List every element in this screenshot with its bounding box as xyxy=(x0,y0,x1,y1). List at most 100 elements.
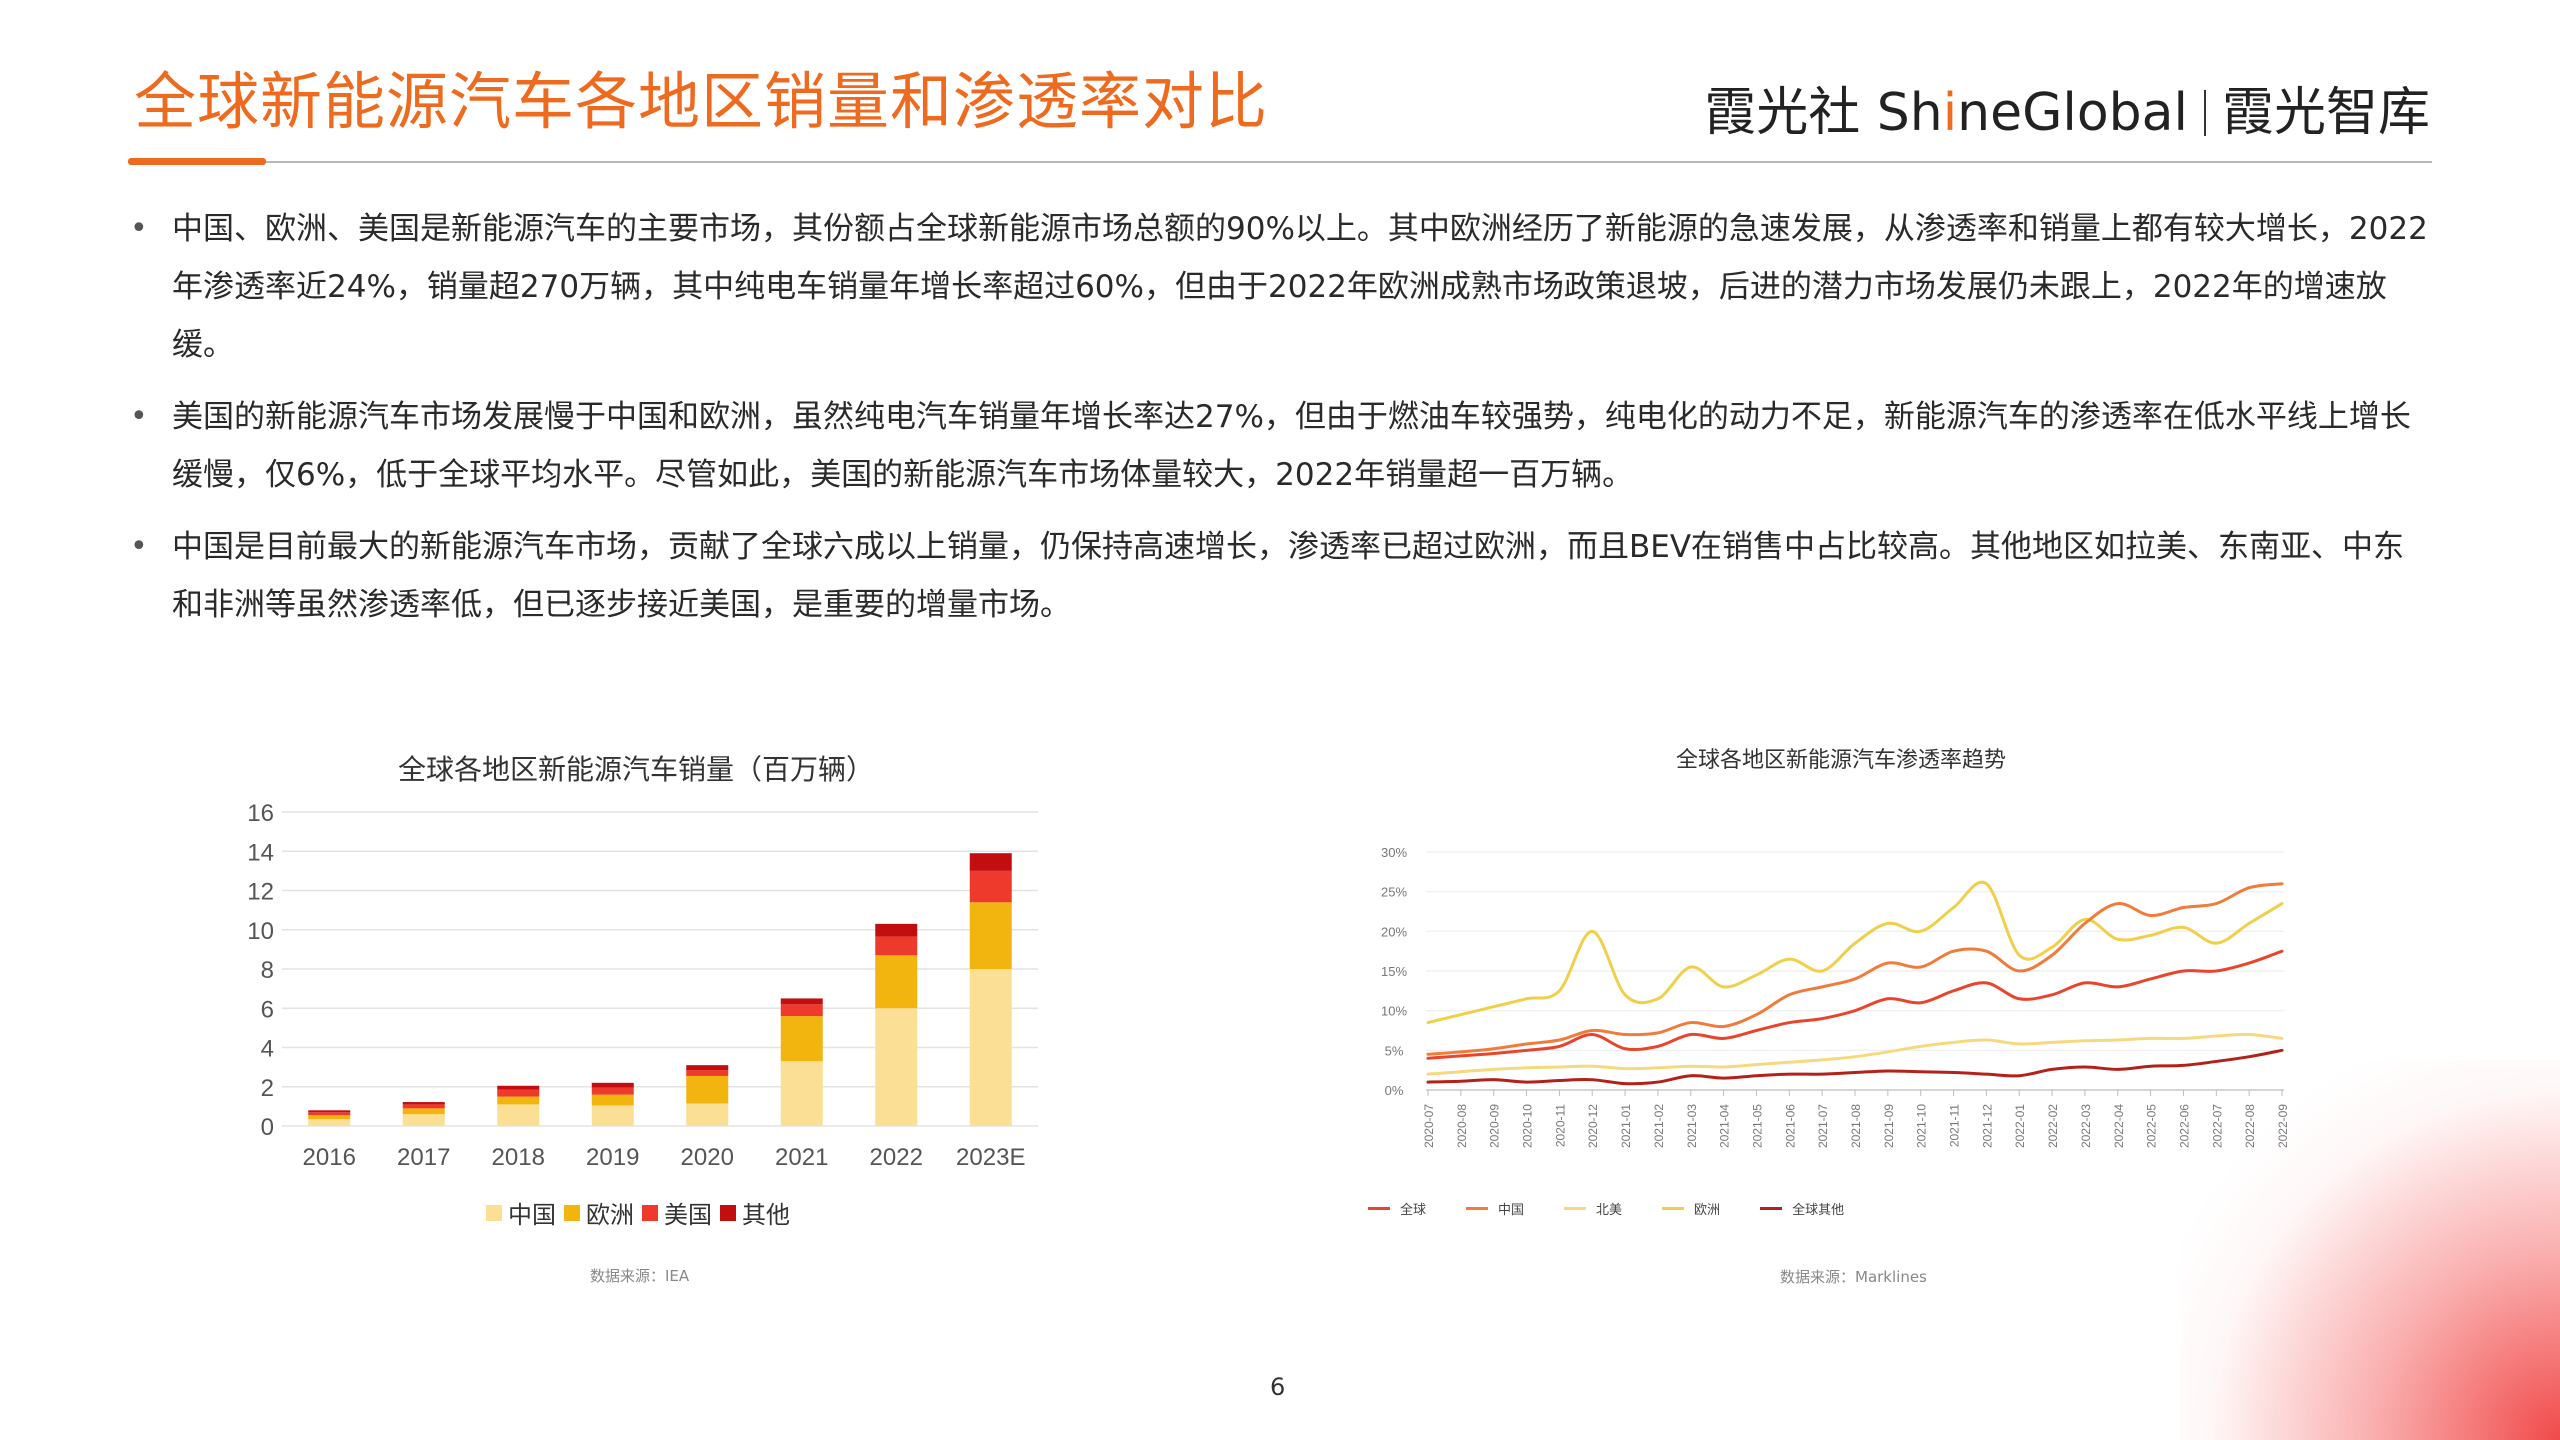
legend-label: 北美 xyxy=(1596,1203,1623,1218)
bar-segment xyxy=(591,1082,634,1088)
bar-x-tick-label: 2019 xyxy=(586,1144,639,1171)
header-accent-rule xyxy=(128,158,266,165)
bar-segment xyxy=(497,1089,540,1097)
line-x-tick-label: 2020-10 xyxy=(1521,1104,1535,1148)
legend-swatch xyxy=(486,1204,502,1221)
bar-y-tick-label: 2 xyxy=(261,1075,274,1102)
legend-label: 中国 xyxy=(508,1201,556,1229)
legend-label: 美国 xyxy=(664,1201,712,1229)
line-x-tick-label: 2020-11 xyxy=(1553,1104,1567,1147)
legend-swatch xyxy=(1662,1207,1685,1210)
line-x-tick-label: 2021-01 xyxy=(1619,1104,1633,1148)
line-x-tick-label: 2021-11 xyxy=(1948,1104,1962,1147)
legend-swatch xyxy=(1466,1207,1489,1210)
line-y-tick-label: 0% xyxy=(1385,1083,1404,1098)
bar-chart-source: 数据来源：IEA xyxy=(590,1267,690,1285)
page-number: 6 xyxy=(1270,1373,1286,1401)
bar-segment xyxy=(686,1075,729,1104)
bar-x-tick-label: 2020 xyxy=(681,1144,734,1171)
bar-y-tick-label: 4 xyxy=(261,1036,274,1063)
line-y-tick-label: 5% xyxy=(1385,1043,1404,1058)
line-x-tick-label: 2020-09 xyxy=(1488,1104,1502,1148)
legend-label: 欧洲 xyxy=(586,1201,634,1229)
legend-item: 美国 xyxy=(642,1195,712,1230)
bar-segment xyxy=(308,1110,351,1113)
line-series-4 xyxy=(1426,1048,2284,1086)
legend-item: 全球其他 xyxy=(1760,1199,1844,1218)
bar-segment xyxy=(402,1104,445,1109)
line-x-tick-label: 2021-02 xyxy=(1652,1104,1666,1148)
brand-i-accent: i xyxy=(1942,83,1958,143)
line-y-tick-label: 10% xyxy=(1381,1004,1407,1019)
brand-logo: 霞光社 ShineGlobal 霞光智库 xyxy=(1704,80,2430,146)
bar-segment xyxy=(875,955,918,1009)
line-series-0 xyxy=(1426,949,2284,1060)
bar-segment xyxy=(402,1102,445,1105)
decorative-gradient xyxy=(2180,1060,2560,1440)
bullet-item: 中国是目前最大的新能源汽车市场，贡献了全球六成以上销量，仍保持高速增长，渗透率已… xyxy=(130,518,2430,634)
legend-item: 欧洲 xyxy=(564,1195,634,1230)
line-x-tick-label: 2022-01 xyxy=(2013,1104,2027,1148)
line-x-tick-label: 2022-04 xyxy=(2112,1104,2126,1148)
line-x-tick-label: 2021-05 xyxy=(1750,1104,1764,1148)
bar-x-tick-label: 2021 xyxy=(775,1144,828,1171)
line-x-tick-label: 2021-04 xyxy=(1718,1104,1732,1148)
line-x-tick-label: 2021-07 xyxy=(1816,1104,1830,1148)
bar-segment xyxy=(686,1103,729,1126)
legend-label: 中国 xyxy=(1498,1203,1525,1218)
line-x-tick-label: 2021-10 xyxy=(1915,1104,1929,1148)
legend-item: 中国 xyxy=(1466,1199,1524,1218)
line-chart-legend: 全球 中国 北美 欧洲 全球其他 xyxy=(1368,1199,1884,1218)
bar-chart-legend: 中国 欧洲 美国 其他 xyxy=(486,1195,798,1230)
header-rule xyxy=(128,161,2432,163)
bar-segment xyxy=(591,1094,634,1106)
brand-name-rest: neGlobal xyxy=(1957,83,2188,143)
bar-segment xyxy=(969,969,1012,1126)
bar-segment xyxy=(875,1008,918,1126)
bar-y-tick-label: 8 xyxy=(261,957,274,984)
line-x-tick-label: 2020-12 xyxy=(1586,1104,1600,1148)
bar-segment xyxy=(686,1070,729,1076)
page-title: 全球新能源汽车各地区销量和渗透率对比 xyxy=(134,65,1269,138)
line-x-tick-label: 2021-08 xyxy=(1849,1104,1863,1148)
bar-y-tick-label: 14 xyxy=(247,839,274,866)
bar-y-tick-label: 6 xyxy=(261,996,274,1023)
bar-segment xyxy=(875,936,918,956)
bar-segment xyxy=(686,1065,729,1071)
line-chart-title: 全球各地区新能源汽车渗透率趋势 xyxy=(1676,748,2007,773)
line-x-tick-label: 2020-08 xyxy=(1455,1104,1469,1148)
bar-segment xyxy=(308,1112,351,1116)
bar-y-tick-label: 0 xyxy=(261,1114,274,1141)
bar-segment xyxy=(969,853,1012,871)
legend-item: 北美 xyxy=(1564,1199,1622,1218)
bar-x-tick-label: 2018 xyxy=(492,1144,545,1171)
bar-segment xyxy=(497,1096,540,1105)
legend-swatch xyxy=(720,1204,736,1221)
line-x-tick-label: 2021-09 xyxy=(1882,1104,1896,1148)
bar-segment xyxy=(780,1061,823,1126)
bar-segment xyxy=(497,1085,540,1090)
bar-x-tick-label: 2023E xyxy=(956,1144,1025,1171)
bar-chart-title: 全球各地区新能源汽车销量（百万辆） xyxy=(398,753,875,786)
line-x-tick-label: 2021-12 xyxy=(1980,1104,1994,1148)
legend-swatch xyxy=(1760,1207,1783,1210)
legend-swatch xyxy=(1368,1207,1390,1210)
legend-item: 中国 xyxy=(486,1195,556,1230)
line-x-tick-label: 2021-03 xyxy=(1685,1104,1699,1148)
line-y-tick-label: 30% xyxy=(1381,845,1407,860)
legend-swatch xyxy=(642,1204,658,1221)
line-y-tick-label: 20% xyxy=(1381,924,1407,939)
bar-segment xyxy=(780,998,823,1005)
legend-label: 欧洲 xyxy=(1694,1203,1721,1218)
bar-x-tick-label: 2016 xyxy=(303,1144,356,1171)
bullet-item: 中国、欧洲、美国是新能源汽车的主要市场，其份额占全球新能源市场总额的90%以上。… xyxy=(130,200,2430,374)
bar-segment xyxy=(308,1115,351,1120)
bar-segment xyxy=(591,1087,634,1095)
bar-y-tick-label: 12 xyxy=(247,879,274,906)
bar-segment xyxy=(780,1004,823,1017)
bullet-list: 中国、欧洲、美国是新能源汽车的主要市场，其份额占全球新能源市场总额的90%以上。… xyxy=(130,200,2430,648)
bar-segment xyxy=(402,1108,445,1115)
bar-x-tick-label: 2017 xyxy=(397,1144,450,1171)
